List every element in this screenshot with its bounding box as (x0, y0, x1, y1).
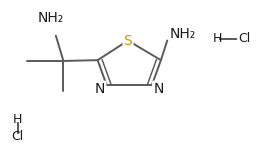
Text: NH₂: NH₂ (170, 27, 196, 41)
Text: N: N (95, 82, 105, 96)
Text: S: S (124, 34, 132, 48)
Text: Cl: Cl (12, 129, 24, 143)
Text: N: N (153, 82, 164, 96)
Text: NH₂: NH₂ (38, 11, 64, 25)
Text: Cl: Cl (238, 32, 250, 45)
Text: H: H (213, 32, 222, 45)
Text: H: H (13, 113, 23, 126)
